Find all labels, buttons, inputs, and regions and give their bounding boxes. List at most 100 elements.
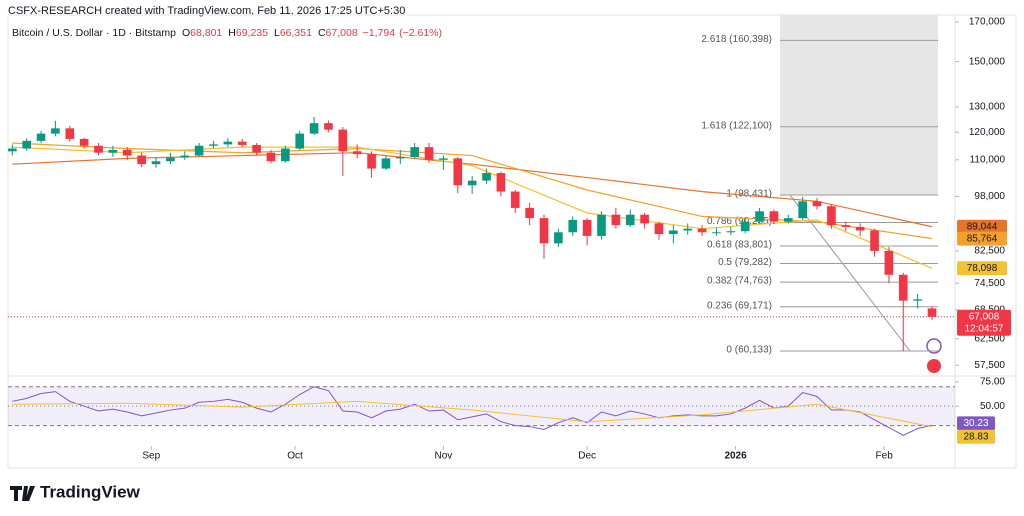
candle-body (568, 219, 578, 233)
frame (7, 14, 1017, 469)
y-tick-label: 74,500 (974, 278, 1005, 289)
moving-average (12, 146, 933, 269)
candle-body (223, 141, 233, 145)
logo: TradingView (10, 482, 141, 501)
candle-body (597, 214, 606, 236)
icon-flag (927, 359, 941, 373)
candle-body (525, 207, 534, 219)
candle-body (726, 231, 736, 233)
change: −1,794 (363, 27, 396, 39)
candle-body (367, 154, 376, 169)
candle-body (209, 144, 218, 146)
countdown: 12:04:57 (965, 323, 1004, 334)
fib-label: 0.5 (79,282) (718, 257, 772, 268)
moving-average (12, 152, 933, 228)
candle-body (137, 155, 146, 165)
fib-label: 0 (60,133) (726, 345, 772, 356)
candle-body (611, 214, 621, 226)
y-tick-label: 57,500 (974, 360, 1005, 371)
fib-label: 0.236 (69,171) (707, 300, 772, 311)
candle-body (324, 123, 333, 130)
logo-mark (10, 486, 35, 501)
candle-body (453, 158, 463, 186)
rsi-tag (957, 429, 995, 444)
candle-body (410, 147, 419, 157)
price-tag-label: 67,008 (969, 311, 1000, 322)
ma-tag-label: 89,044 (967, 221, 998, 232)
candle-body (8, 148, 17, 152)
candle-body (166, 157, 175, 162)
candle-body (898, 274, 908, 301)
candle-body (237, 141, 247, 145)
candle-body (252, 144, 261, 153)
candle-body (683, 228, 693, 231)
rsi-line (12, 400, 933, 428)
candle-body (755, 211, 764, 222)
candle-body (482, 173, 491, 181)
rsi-tag-label: 28.83 (963, 431, 988, 442)
fib-label: 0.382 (74,763) (707, 276, 772, 287)
candle-body (827, 206, 836, 226)
ma-tag-label: 85,764 (967, 233, 998, 244)
ma-tag (957, 261, 1007, 276)
fib-label: 0.618 (83,801) (707, 240, 772, 251)
candle-body (740, 221, 750, 232)
fib-shade (780, 15, 938, 196)
candle-body (51, 128, 60, 134)
symbol-title: Bitcoin / U.S. Dollar · 1D · Bitstamp (12, 27, 176, 39)
candle-body (395, 156, 405, 159)
candle-body (194, 145, 204, 156)
ohlc-key: O (182, 27, 190, 39)
candle-body (467, 180, 477, 186)
candle-body (338, 129, 348, 152)
x-tick-label: Feb (876, 451, 894, 462)
candle-body (654, 223, 664, 235)
candle-body (884, 250, 894, 275)
candle-body (309, 123, 319, 134)
moving-average (12, 142, 933, 240)
x-tick-label: Sep (142, 451, 160, 462)
brand: TradingView (40, 482, 141, 501)
y-tick-label: 130,000 (969, 102, 1006, 113)
ohlc-value: 69,235 (236, 27, 268, 39)
candle-body (539, 218, 549, 244)
ohlc-value: 67,008 (326, 27, 358, 39)
ma-tag (957, 219, 1007, 234)
candle-body (783, 218, 793, 222)
icon-ring (926, 338, 942, 354)
candle-body (122, 149, 132, 156)
candle-body (108, 149, 118, 153)
candle-body (424, 147, 434, 160)
y-tick-label: 120,000 (969, 127, 1006, 138)
y-tick-label: 62,500 (974, 333, 1005, 344)
candle-body (697, 228, 707, 233)
y-tick-label: 82,500 (974, 246, 1005, 257)
alert-icon (926, 338, 942, 373)
y-tick-label: 75.00 (980, 377, 1005, 388)
candle-body (554, 232, 563, 244)
candle-body (180, 155, 190, 158)
rsi-tag-label: 30.23 (963, 418, 988, 429)
candle-body (22, 140, 31, 149)
ohlc-value: 68,801 (190, 27, 222, 39)
ohlc-value: 66,351 (280, 27, 312, 39)
candle-body (36, 133, 46, 141)
candle-body (439, 158, 448, 160)
candle-body (640, 214, 649, 224)
y-tick-label: 98,000 (974, 191, 1005, 202)
candle-body (870, 230, 879, 251)
candle-body (913, 299, 922, 301)
y-tick-label: 150,000 (969, 56, 1006, 67)
ohlc-key: L (274, 27, 280, 39)
candle-body (496, 173, 506, 192)
candle-body (841, 225, 851, 227)
fib-label: 2.618 (160,398) (701, 34, 772, 45)
candle-body (381, 158, 391, 169)
symbol-legend: Bitcoin / U.S. Dollar · 1D · Bitstamp O68… (12, 27, 442, 39)
candle-body (65, 128, 75, 139)
fib-label: 1.618 (122,100) (701, 120, 772, 131)
candle-body (510, 191, 520, 208)
candle-body (625, 214, 635, 226)
y-tick-label: 50.00 (980, 401, 1005, 412)
